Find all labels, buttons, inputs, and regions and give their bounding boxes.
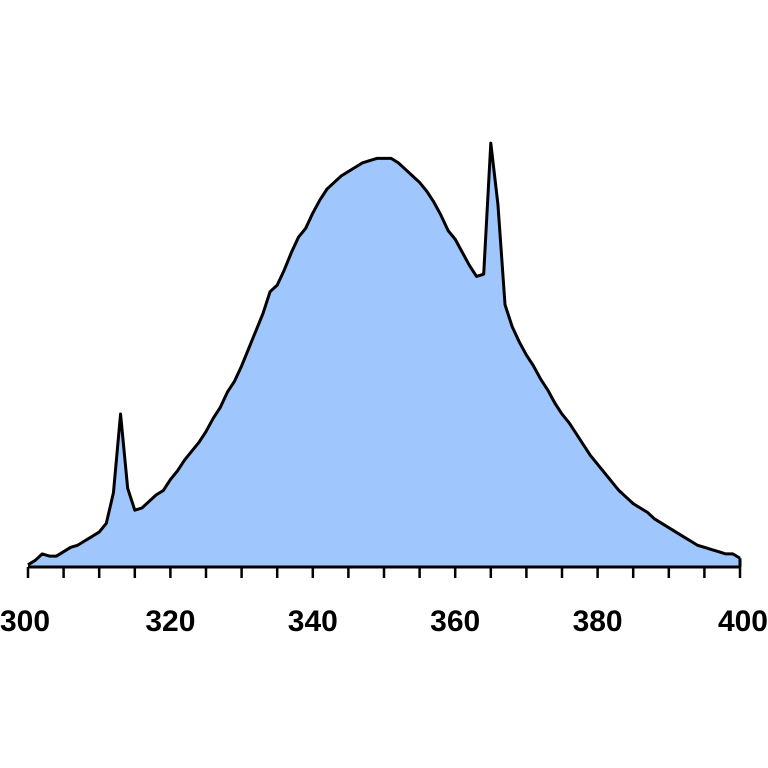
x-axis: 300 320 340 360 380 400: [0, 565, 768, 638]
x-tick-label: 320: [145, 605, 195, 638]
x-tick-label: 360: [430, 605, 480, 638]
series-line: [27, 141, 741, 567]
plot-area: [27, 141, 742, 568]
x-tick-label: 400: [718, 605, 768, 638]
x-tick-label: 380: [573, 605, 623, 638]
x-tick-label: 300: [0, 605, 50, 638]
series-area: [28, 143, 740, 568]
x-tick-label: 340: [288, 605, 338, 638]
